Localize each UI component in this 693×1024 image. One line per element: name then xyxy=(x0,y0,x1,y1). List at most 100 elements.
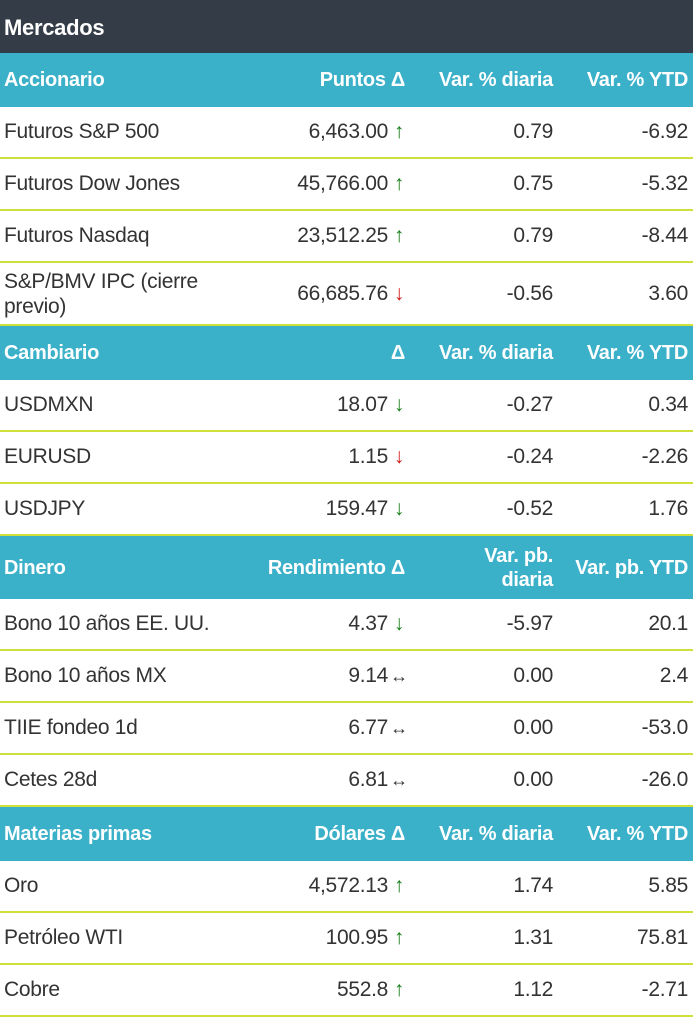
column-header: Var. % diaria xyxy=(439,822,553,845)
row-daily-change: 0.75 xyxy=(513,172,553,195)
section-header: Dinero Rendimiento Δ Var. pb. diaria Var. p… xyxy=(0,536,693,599)
row-ytd-change: 1.76 xyxy=(648,497,688,520)
section-header: Materias primas Dólares Δ Var. % diaria Var… xyxy=(0,807,693,861)
row-value: 23,512.25 xyxy=(297,224,388,247)
column-header: Var. % YTD xyxy=(586,341,688,364)
row-ytd-change: -26.0 xyxy=(641,768,689,791)
row-value: 159.47 xyxy=(325,497,389,520)
arrow-down-icon: ↓ xyxy=(393,445,405,468)
row-value: 45,766.00 xyxy=(297,172,388,195)
arrow-left-right-icon: ↔ xyxy=(390,770,408,790)
table-row: EURUSD 1.15 ↓ -0.24 -2.26 xyxy=(0,432,693,484)
row-daily-change: 0.79 xyxy=(513,224,553,247)
table-row: USDMXN 18.07 ↓ -0.27 0.34 xyxy=(0,380,693,432)
column-header: Var. % YTD xyxy=(586,68,688,91)
arrow-up-icon: ↑ xyxy=(393,120,405,143)
row-name: Futuros S&P 500 xyxy=(4,120,160,143)
table-row: Futuros S&P 500 6,463.00 ↑ 0.79 -6.92 xyxy=(0,107,693,159)
row-ytd-change: -5.32 xyxy=(641,172,689,195)
row-ytd-change: -6.92 xyxy=(641,120,689,143)
row-name: Bono 10 años EE. UU. xyxy=(4,612,210,635)
table-row: Futuros Nasdaq 23,512.25 ↑ 0.79 -8.44 xyxy=(0,211,693,263)
arrow-down-icon: ↓ xyxy=(393,282,405,305)
row-value: 4,572.13 xyxy=(308,874,389,897)
row-ytd-change: -8.44 xyxy=(641,224,689,247)
row-value: 4.37 xyxy=(348,612,388,635)
arrow-down-icon: ↓ xyxy=(393,612,405,635)
table-title: Mercados xyxy=(0,0,693,53)
arrow-up-icon: ↑ xyxy=(393,926,405,949)
row-value: 6.81 xyxy=(348,768,388,791)
column-header: Var. pb. YTD xyxy=(575,556,688,579)
table-row: S&P/BMV IPC (cierre previo) 66,685.76 ↓ -… xyxy=(0,263,693,326)
column-header: Δ xyxy=(390,341,405,364)
row-ytd-change: -53.0 xyxy=(641,716,689,739)
row-ytd-change: 5.85 xyxy=(648,874,688,897)
row-daily-change: 1.12 xyxy=(513,978,553,1001)
column-header: Accionario xyxy=(4,68,105,91)
column-header: Var. pb. diaria xyxy=(484,544,553,591)
table-row: Bono 10 años MX 9.14 ↔ 0.00 2.4 xyxy=(0,651,693,703)
row-daily-change: -0.52 xyxy=(506,497,554,520)
row-daily-change: 1.74 xyxy=(513,874,553,897)
row-value: 1.15 xyxy=(348,445,388,468)
column-header: Dólares Δ xyxy=(314,822,405,845)
column-header: Materias primas xyxy=(4,822,152,845)
row-ytd-change: 20.1 xyxy=(648,612,688,635)
row-name: Cobre xyxy=(4,978,60,1001)
table-row: Futuros Dow Jones 45,766.00 ↑ 0.75 -5.32 xyxy=(0,159,693,211)
row-ytd-change: 2.4 xyxy=(659,664,689,687)
row-value: 66,685.76 xyxy=(297,282,388,305)
table-row: Petróleo WTI 100.95 ↑ 1.31 75.81 xyxy=(0,913,693,965)
column-header: Var. % diaria xyxy=(439,68,553,91)
row-ytd-change: 75.81 xyxy=(636,926,688,949)
row-value: 6,463.00 xyxy=(308,120,389,143)
column-header: Rendimiento Δ xyxy=(267,556,405,579)
arrow-up-icon: ↑ xyxy=(393,978,405,1001)
row-daily-change: -5.97 xyxy=(506,612,554,635)
row-name: Petróleo WTI xyxy=(4,926,123,949)
table-row: Oro 4,572.13 ↑ 1.74 5.85 xyxy=(0,861,693,913)
row-daily-change: 0.00 xyxy=(513,768,553,791)
table-row: TIIE fondeo 1d 6.77 ↔ 0.00 -53.0 xyxy=(0,703,693,755)
section-header: Cambiario Δ Var. % diaria Var. % YTD xyxy=(0,326,693,380)
arrow-up-icon: ↑ xyxy=(393,874,405,897)
row-name: USDJPY xyxy=(4,497,86,520)
row-daily-change: 0.00 xyxy=(513,664,553,687)
row-name: TIIE fondeo 1d xyxy=(4,716,138,739)
row-ytd-change: -2.71 xyxy=(641,978,689,1001)
arrow-up-icon: ↑ xyxy=(393,224,405,247)
row-daily-change: 0.00 xyxy=(513,716,553,739)
row-name: Futuros Nasdaq xyxy=(4,224,150,247)
arrow-down-icon: ↓ xyxy=(393,393,405,416)
arrow-up-icon: ↑ xyxy=(393,172,405,195)
row-daily-change: -0.24 xyxy=(506,445,554,468)
row-name: Cetes 28d xyxy=(4,768,98,791)
row-name: USDMXN xyxy=(4,393,94,416)
section-header: Accionario Puntos Δ Var. % diaria Var. % YT… xyxy=(0,53,693,107)
row-value: 100.95 xyxy=(325,926,389,949)
row-ytd-change: 3.60 xyxy=(648,282,688,305)
arrow-left-right-icon: ↔ xyxy=(390,666,408,686)
row-daily-change: 0.79 xyxy=(513,120,553,143)
row-value: 18.07 xyxy=(336,393,388,416)
row-value: 552.8 xyxy=(336,978,388,1001)
arrow-left-right-icon: ↔ xyxy=(390,718,408,738)
row-value: 9.14 xyxy=(348,664,388,687)
table-row: USDJPY 159.47 ↓ -0.52 1.76 xyxy=(0,484,693,536)
row-name: Futuros Dow Jones xyxy=(4,172,180,195)
column-header: Var. % diaria xyxy=(439,341,553,364)
table-row: Cobre 552.8 ↑ 1.12 -2.71 xyxy=(0,965,693,1017)
row-name: Oro xyxy=(4,874,39,897)
arrow-down-icon: ↓ xyxy=(393,497,405,520)
column-header: Dinero xyxy=(4,556,66,579)
table-row: Bono 10 años EE. UU. 4.37 ↓ -5.97 20.1 xyxy=(0,599,693,651)
row-name: EURUSD xyxy=(4,445,91,468)
column-header: Var. % YTD xyxy=(586,822,688,845)
row-daily-change: -0.27 xyxy=(506,393,554,416)
row-daily-change: 1.31 xyxy=(513,926,553,949)
row-name: Bono 10 años MX xyxy=(4,664,167,687)
row-ytd-change: 0.34 xyxy=(648,393,688,416)
row-daily-change: -0.56 xyxy=(506,282,554,305)
